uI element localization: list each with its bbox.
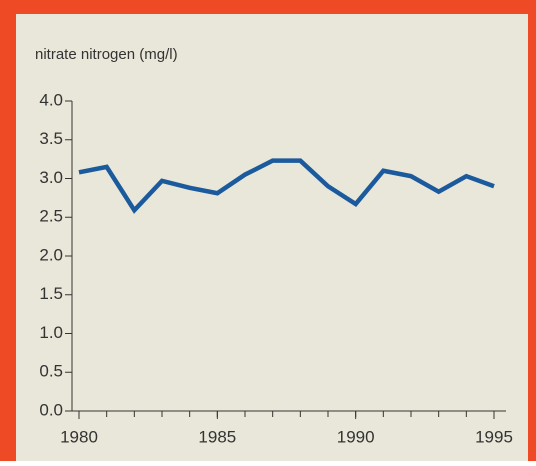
y-tick-label: 0.0 — [39, 400, 63, 419]
y-tick-label: 4.0 — [39, 90, 63, 109]
y-tick-label: 1.0 — [39, 323, 63, 342]
x-tick-label: 1995 — [475, 427, 513, 446]
chart-title: nitrate nitrogen (mg/l) — [35, 46, 178, 63]
panel — [16, 14, 528, 461]
y-tick-label: 3.5 — [39, 129, 63, 148]
y-tick-label: 2.5 — [39, 207, 63, 226]
x-tick-label: 1980 — [60, 427, 98, 446]
y-tick-label: 0.5 — [39, 362, 63, 381]
data-line — [78, 158, 495, 214]
x-tick-label: 1985 — [198, 427, 236, 446]
y-tick-label: 3.0 — [39, 168, 63, 187]
y-tick-label: 2.0 — [39, 245, 63, 264]
y-tick-label: 1.5 — [39, 284, 63, 303]
x-tick-label: 1990 — [337, 427, 375, 446]
